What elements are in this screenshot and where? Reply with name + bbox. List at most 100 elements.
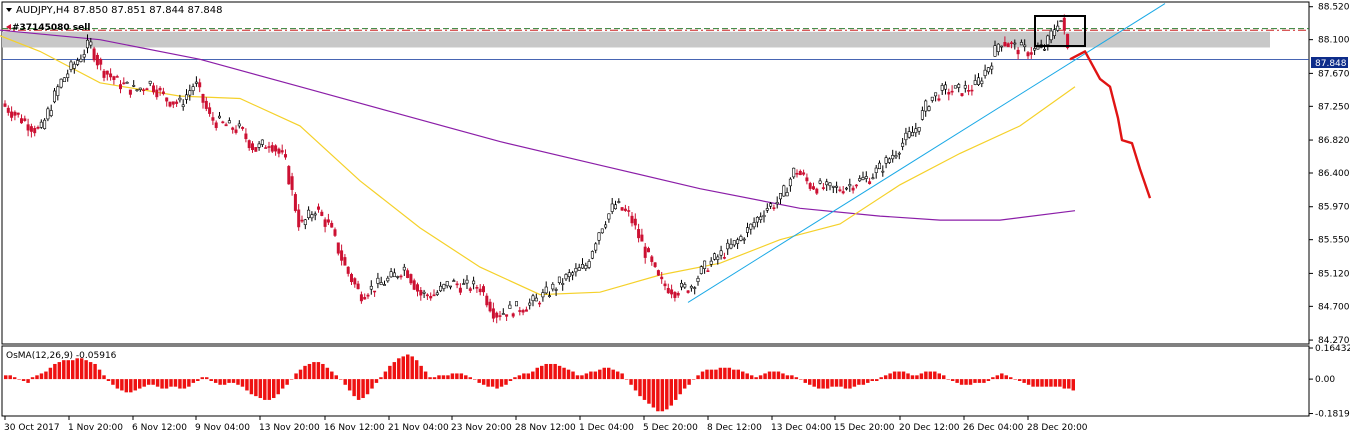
candle-body: [1026, 52, 1030, 57]
osma-bar: [973, 379, 977, 383]
osma-bar: [977, 379, 982, 383]
osma-bar: [825, 379, 830, 389]
time-tick-label: 15 Dec 20:00: [834, 423, 895, 433]
candle-body: [967, 90, 971, 92]
candle-body: [917, 126, 921, 132]
osma-bar: [249, 379, 254, 395]
candle-body: [531, 295, 535, 302]
osma-bar: [93, 363, 97, 380]
candle-body: [897, 152, 901, 155]
candle-body: [910, 132, 914, 137]
osma-bar: [638, 379, 642, 397]
candle-body: [495, 312, 499, 318]
osma-bar: [1000, 373, 1004, 380]
osma-bar: [758, 375, 763, 380]
candle-body: [1023, 44, 1027, 47]
candle-body: [122, 82, 126, 85]
osma-bar: [1004, 375, 1008, 380]
candle-body: [320, 211, 324, 216]
osma-bar: [946, 379, 950, 380]
price-tick-label: 86.400: [1318, 169, 1350, 179]
candle-body: [788, 178, 792, 187]
candle-body: [1049, 30, 1053, 41]
candle-body: [666, 287, 670, 294]
collapse-triangle-icon[interactable]: [6, 8, 12, 12]
osma-bar: [1022, 379, 1026, 383]
osma-bar: [495, 379, 499, 389]
osma-bar: [1035, 379, 1040, 387]
osma-bar: [834, 379, 839, 387]
candle-body: [247, 140, 251, 149]
candle-body: [508, 304, 512, 309]
osma-bar: [584, 373, 589, 380]
candle-body: [607, 213, 611, 220]
candle-body: [907, 131, 911, 138]
osma-bar: [62, 360, 66, 380]
candle-body: [557, 276, 561, 283]
candle-body: [518, 310, 522, 312]
osma-bar: [986, 379, 991, 381]
osma-tick-label: 0.16432: [1315, 344, 1350, 354]
osma-bar: [682, 379, 687, 389]
candle-body: [251, 143, 255, 151]
osma-bar: [267, 379, 271, 400]
osma-bar: [352, 379, 356, 397]
price-tick-label: 88.100: [1318, 36, 1350, 46]
osma-bar: [1044, 379, 1049, 387]
candle-body: [673, 292, 677, 298]
candle-body: [670, 289, 674, 295]
osma-bar: [365, 379, 370, 395]
osma-bar: [236, 379, 240, 385]
candle-body: [198, 82, 202, 88]
osma-bar: [808, 379, 812, 385]
osma-bar: [66, 360, 70, 380]
osma-bar: [245, 379, 249, 391]
candle-body: [194, 81, 198, 84]
osma-bar: [374, 379, 379, 383]
candle-body: [307, 209, 311, 219]
resistance-zone-layer: [2, 28, 1309, 60]
candle-body: [646, 248, 650, 253]
osma-bar: [1026, 379, 1031, 385]
candle-body: [742, 238, 746, 241]
time-tick-label: 13 Dec 04:00: [771, 423, 832, 433]
candle-body: [201, 93, 205, 103]
candle-body: [92, 48, 96, 61]
osma-bar: [1031, 379, 1035, 387]
candle-body: [1052, 29, 1056, 36]
osma-bar: [562, 367, 566, 380]
osma-bar: [749, 375, 754, 380]
candle-body: [511, 313, 515, 317]
candle-body: [993, 45, 997, 57]
osma-bar: [106, 379, 111, 381]
osma-bar: [428, 377, 432, 380]
osma-bar: [276, 379, 280, 395]
candle-body: [472, 280, 476, 285]
time-tick-label: 21 Nov 04:00: [388, 423, 449, 433]
order-label[interactable]: #37145080 sell: [12, 23, 90, 33]
candle-body: [610, 203, 614, 212]
candle-body: [501, 313, 505, 315]
candle-body: [798, 170, 802, 176]
candle-body: [693, 287, 697, 289]
candle-body: [980, 80, 984, 85]
osma-bar: [517, 375, 522, 380]
osma-bar: [303, 365, 307, 380]
osma-bar: [991, 377, 995, 380]
osma-bar: [307, 363, 312, 380]
candle-body: [630, 215, 634, 224]
candle-body: [115, 76, 119, 78]
osma-bar: [330, 371, 334, 380]
candle-body: [396, 276, 400, 278]
candle-body: [891, 155, 895, 160]
candle-body: [1003, 41, 1007, 47]
osma-bar: [732, 369, 736, 380]
candle-body: [290, 176, 294, 190]
candle-body: [957, 84, 961, 88]
osma-bar: [861, 379, 866, 385]
osma-bar: [848, 379, 852, 389]
candle-body: [142, 89, 146, 92]
osma-bar: [222, 379, 227, 385]
price-panel[interactable]: [1, 1, 1310, 345]
candle-body: [1000, 45, 1004, 48]
